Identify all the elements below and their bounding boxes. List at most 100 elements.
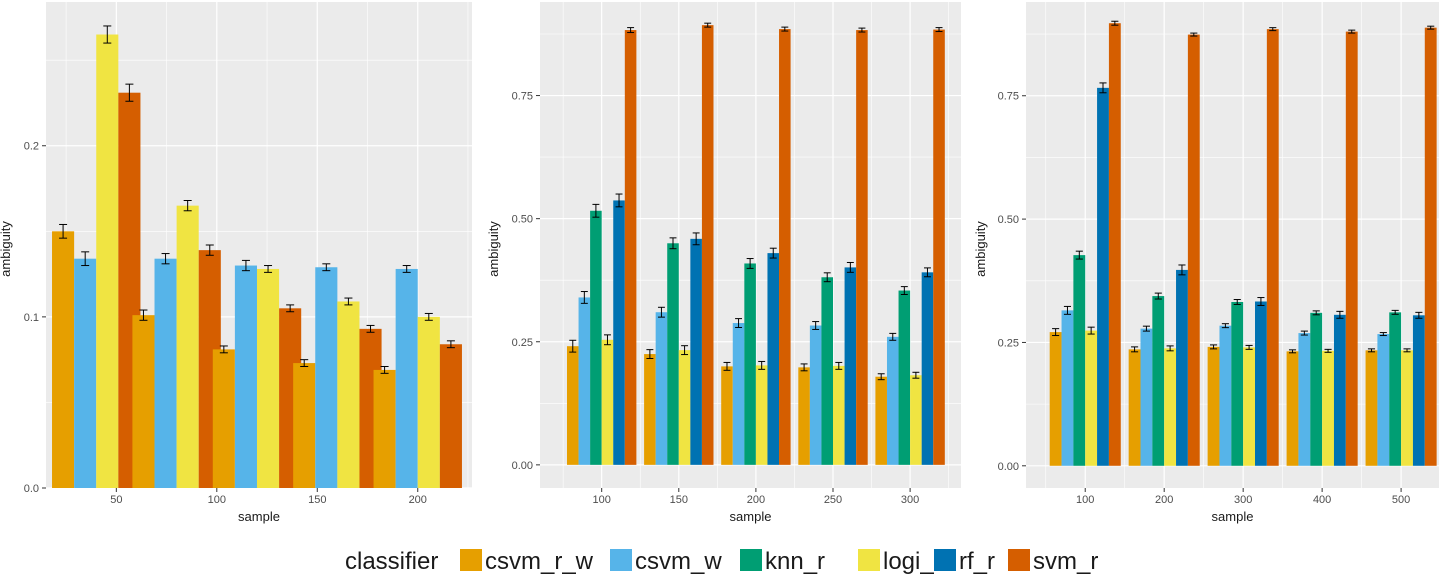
y-tick-label: 0.00 bbox=[512, 460, 533, 472]
bar-csvm_r_w-80 bbox=[132, 315, 155, 488]
bar-logi_r-200 bbox=[417, 316, 440, 488]
errorbar-rf_r-200 bbox=[769, 247, 777, 259]
errorbar-csvm_w-120 bbox=[241, 259, 250, 272]
errorbar-csvm_r_w-40 bbox=[59, 223, 68, 239]
y-tick-label: 0.75 bbox=[512, 91, 533, 103]
bar-svm_r-500 bbox=[1424, 27, 1437, 466]
errorbar-logi_r-400 bbox=[1324, 348, 1332, 353]
bar-csvm_w-250 bbox=[809, 325, 822, 465]
bar-logi_r-500 bbox=[1401, 350, 1413, 466]
errorbar-csvm_w-300 bbox=[1221, 323, 1229, 329]
legend-item-knn_r: knn_r bbox=[740, 548, 825, 575]
errorbar-csvm_w-400 bbox=[1300, 330, 1308, 336]
bar-knn_r-500 bbox=[1389, 312, 1402, 466]
bar-csvm_r_w-120 bbox=[212, 349, 235, 488]
bar-rf_r-500 bbox=[1412, 315, 1425, 466]
bar-rf_r-200 bbox=[1176, 269, 1188, 466]
x-tick-label: 150 bbox=[308, 494, 326, 506]
legend-label: svm_r bbox=[1033, 548, 1098, 575]
legend-swatch bbox=[460, 549, 482, 571]
errorbar-knn_r-200 bbox=[1154, 292, 1162, 300]
bar-rf_r-100 bbox=[1097, 87, 1109, 466]
errorbar-svm_r-160 bbox=[366, 324, 375, 333]
errorbar-csvm_r_w-200 bbox=[723, 361, 731, 371]
legend-swatch bbox=[858, 549, 880, 571]
x-axis-title: sample bbox=[730, 509, 772, 524]
errorbar-logi_r-500 bbox=[1403, 348, 1411, 353]
errorbar-logi_r-150 bbox=[681, 345, 689, 356]
bar-knn_r-250 bbox=[821, 277, 834, 465]
bar-csvm_w-100 bbox=[578, 297, 591, 465]
x-axis-title: sample bbox=[238, 509, 280, 524]
bar-csvm_r_w-300 bbox=[1207, 346, 1220, 466]
errorbar-logi_r-100 bbox=[1087, 326, 1095, 335]
errorbar-knn_r-500 bbox=[1391, 309, 1399, 315]
bar-csvm_w-100 bbox=[1061, 310, 1074, 466]
bar-logi_r-250 bbox=[833, 365, 845, 465]
bar-csvm_r_w-300 bbox=[875, 376, 887, 465]
errorbar-rf_r-150 bbox=[692, 232, 700, 246]
errorbar-svm_r-40 bbox=[125, 83, 134, 102]
errorbar-logi_r-80 bbox=[183, 200, 192, 212]
bar-csvm_w-300 bbox=[1219, 325, 1232, 466]
bar-svm_r-300 bbox=[933, 29, 945, 465]
bar-csvm_r_w-200 bbox=[721, 366, 733, 465]
errorbar-logi_r-120 bbox=[264, 265, 273, 273]
bar-csvm_w-80 bbox=[154, 258, 177, 488]
bar-knn_r-150 bbox=[667, 243, 679, 465]
x-tick-label: 400 bbox=[1313, 494, 1331, 506]
bar-csvm_r_w-100 bbox=[1049, 332, 1062, 466]
bar-rf_r-300 bbox=[1255, 301, 1267, 466]
errorbar-csvm_r_w-120 bbox=[219, 345, 228, 354]
errorbar-csvm_r_w-500 bbox=[1367, 348, 1376, 353]
bar-logi_r-300 bbox=[1243, 347, 1256, 466]
errorbar-knn_r-400 bbox=[1312, 310, 1320, 316]
bar-csvm_r_w-160 bbox=[293, 363, 316, 488]
x-tick-label: 100 bbox=[208, 494, 226, 506]
errorbar-rf_r-100 bbox=[1099, 82, 1107, 94]
x-tick-label: 100 bbox=[593, 494, 611, 506]
errorbar-csvm_w-250 bbox=[812, 321, 820, 330]
errorbar-svm_r-200 bbox=[1190, 32, 1198, 37]
errorbar-logi_r-200 bbox=[424, 312, 433, 321]
errorbar-knn_r-100 bbox=[1075, 250, 1083, 260]
errorbar-rf_r-300 bbox=[1257, 297, 1265, 306]
errorbar-rf_r-300 bbox=[923, 267, 931, 278]
bar-csvm_r_w-200 bbox=[1128, 349, 1141, 466]
legend-swatch bbox=[610, 549, 632, 571]
y-tick-label: 0.50 bbox=[998, 214, 1019, 226]
legend-swatch bbox=[934, 549, 956, 571]
bar-csvm_r_w-400 bbox=[1286, 351, 1299, 466]
errorbar-csvm_w-200 bbox=[402, 265, 411, 273]
bar-knn_r-300 bbox=[1231, 301, 1244, 466]
bar-csvm_w-400 bbox=[1298, 333, 1311, 466]
bar-svm_r-150 bbox=[701, 25, 714, 465]
errorbar-logi_r-160 bbox=[344, 297, 353, 306]
errorbar-csvm_r_w-160 bbox=[300, 359, 309, 367]
x-tick-label: 250 bbox=[824, 494, 842, 506]
y-tick-label: 0.0 bbox=[24, 483, 39, 495]
errorbar-logi_r-300 bbox=[912, 371, 920, 379]
bar-svm_r-100 bbox=[1108, 23, 1121, 466]
y-axis-title: ambiguity bbox=[486, 221, 501, 277]
bar-logi_r-150 bbox=[678, 350, 691, 465]
errorbar-svm_r-300 bbox=[935, 27, 943, 33]
errorbar-svm_r-200 bbox=[781, 26, 789, 32]
legend-item-logi_r: logi_r bbox=[858, 548, 942, 575]
bar-csvm_w-500 bbox=[1377, 334, 1390, 466]
errorbar-knn_r-250 bbox=[823, 272, 831, 283]
errorbar-knn_r-100 bbox=[592, 203, 600, 218]
errorbar-logi_r-40 bbox=[103, 25, 112, 44]
bar-csvm_w-40 bbox=[74, 258, 97, 488]
errorbar-rf_r-400 bbox=[1336, 310, 1344, 319]
bar-csvm_w-300 bbox=[886, 336, 899, 465]
bar-svm_r-200 bbox=[779, 29, 791, 465]
bar-csvm_r_w-250 bbox=[798, 367, 810, 465]
bar-rf_r-300 bbox=[921, 272, 934, 465]
errorbar-svm_r-200 bbox=[446, 340, 455, 349]
y-axis-title: ambiguity bbox=[973, 221, 988, 277]
errorbar-rf_r-200 bbox=[1178, 264, 1186, 276]
bar-csvm_w-200 bbox=[395, 268, 418, 488]
x-tick-label: 200 bbox=[747, 494, 765, 506]
bar-svm_r-250 bbox=[856, 30, 868, 465]
